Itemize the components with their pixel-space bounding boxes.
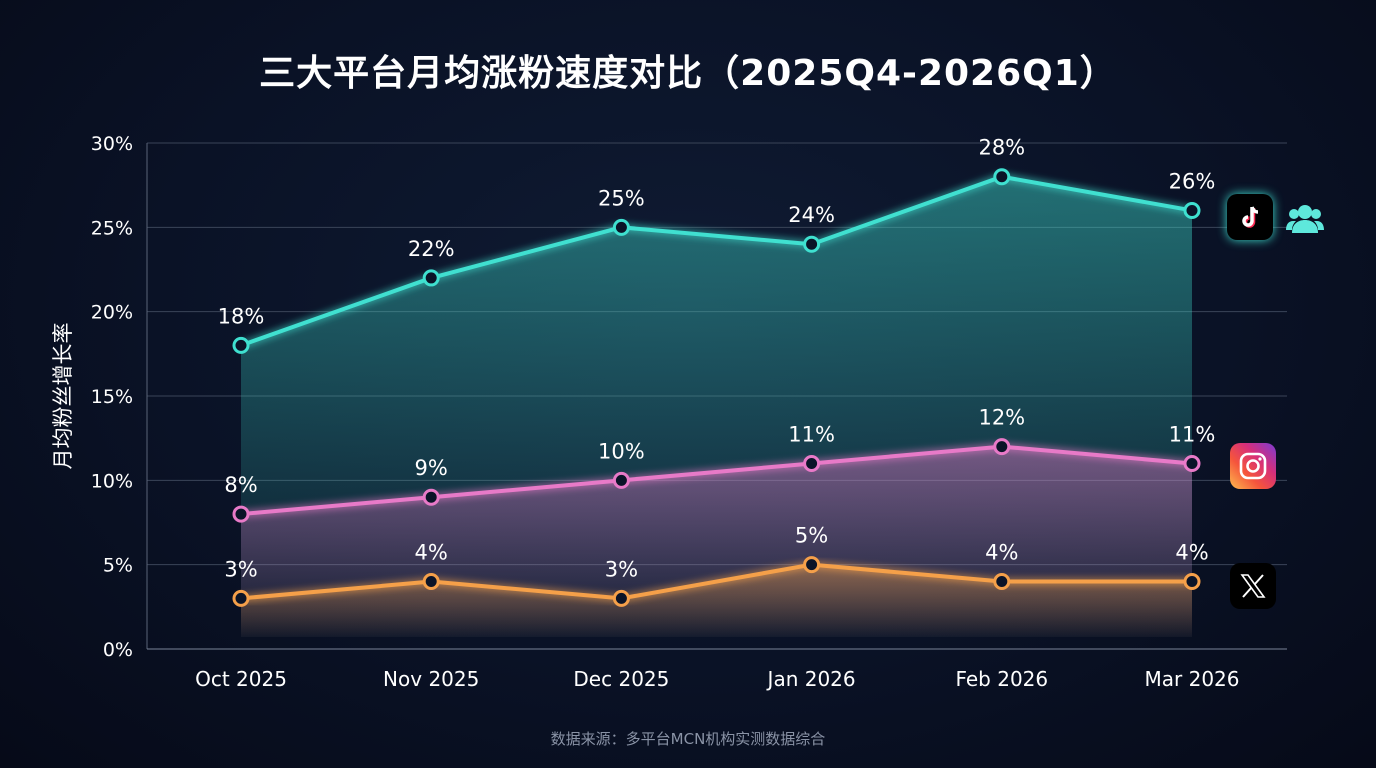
data-label: 5%	[795, 524, 828, 548]
data-point	[232, 589, 250, 607]
series-line	[240, 444, 1193, 517]
data-label: 4%	[985, 541, 1018, 565]
series-area	[241, 564, 1192, 637]
data-point	[612, 218, 630, 236]
x-tick-label: Jan 2026	[766, 667, 856, 691]
y-tick-label: 30%	[91, 133, 133, 155]
tiktok-logo-icon	[1227, 194, 1273, 240]
data-point	[803, 454, 821, 472]
x-tick-label: Mar 2026	[1145, 667, 1240, 691]
x-tick-label: Oct 2025	[195, 667, 287, 691]
y-tick-label: 10%	[91, 470, 133, 492]
data-label: 18%	[218, 304, 265, 328]
series-line	[240, 174, 1193, 348]
data-point	[422, 573, 440, 591]
data-point	[612, 471, 630, 489]
x-tick-label: Feb 2026	[955, 667, 1048, 691]
x-tick-label: Nov 2025	[383, 667, 479, 691]
source-note: 数据来源：多平台MCN机构实测数据综合	[550, 730, 826, 748]
data-point	[803, 235, 821, 253]
data-label: 11%	[1169, 422, 1216, 446]
x-tick-label: Dec 2025	[573, 667, 669, 691]
data-point	[1183, 573, 1201, 591]
data-label: 3%	[605, 557, 638, 581]
users-icon	[1282, 196, 1328, 242]
data-point	[1183, 201, 1201, 219]
data-point	[232, 505, 250, 523]
data-label: 10%	[598, 439, 645, 463]
data-label: 28%	[978, 136, 1025, 160]
data-label: 22%	[408, 237, 455, 261]
data-point	[993, 573, 1011, 591]
data-point	[803, 556, 821, 574]
data-point	[993, 168, 1011, 186]
data-label: 4%	[415, 541, 448, 565]
data-label: 9%	[415, 456, 448, 480]
data-label: 24%	[788, 203, 835, 227]
data-label: 11%	[788, 422, 835, 446]
data-label: 25%	[598, 186, 645, 210]
data-label: 26%	[1169, 169, 1216, 193]
data-label: 3%	[224, 557, 257, 581]
series-line	[240, 562, 1192, 601]
data-label: 12%	[978, 406, 1025, 430]
data-point	[422, 488, 440, 506]
data-point	[993, 438, 1011, 456]
x-logo-icon	[1230, 563, 1276, 609]
data-point	[422, 269, 440, 287]
y-tick-label: 15%	[91, 386, 133, 408]
data-point	[1183, 454, 1201, 472]
chart-title: 三大平台月均涨粉速度对比（2025Q4-2026Q1）	[259, 53, 1117, 94]
data-label: 8%	[224, 473, 257, 497]
y-tick-label: 20%	[91, 302, 133, 324]
y-tick-label: 25%	[91, 217, 133, 239]
data-label: 4%	[1175, 541, 1208, 565]
data-point	[612, 589, 630, 607]
data-point	[232, 336, 250, 354]
y-tick-label: 0%	[103, 639, 133, 661]
instagram-logo-icon	[1230, 443, 1276, 489]
y-tick-label: 5%	[103, 555, 133, 577]
